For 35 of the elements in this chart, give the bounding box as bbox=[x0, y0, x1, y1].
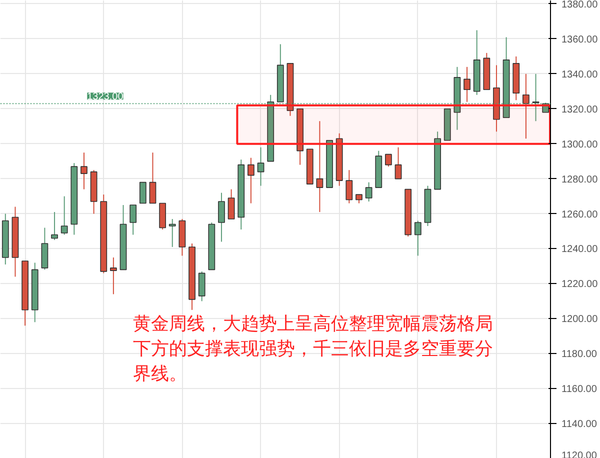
candlestick bbox=[110, 256, 117, 295]
candlestick bbox=[139, 182, 146, 204]
candlestick bbox=[130, 204, 137, 236]
y-tick-label: 1160.00 bbox=[562, 384, 598, 396]
candlestick bbox=[365, 182, 372, 202]
candlestick bbox=[149, 152, 156, 204]
y-tick-label: 1360.00 bbox=[562, 34, 598, 46]
y-tick-label: 1380.00 bbox=[562, 0, 598, 10]
candlestick bbox=[228, 188, 235, 220]
candlestick bbox=[257, 146, 264, 186]
candlestick bbox=[80, 152, 88, 190]
candlestick bbox=[198, 270, 206, 302]
y-tick-label: 1300.00 bbox=[562, 139, 598, 150]
y-tick-label: 1320.00 bbox=[562, 104, 598, 116]
annotation: 黄金周线，大趋势上呈高位整理宽幅震荡格局下方的支撑表现强势，千三依旧是多空重要分界线。 bbox=[133, 313, 494, 384]
candlestick bbox=[218, 192, 225, 242]
candlestick bbox=[168, 218, 176, 248]
candlestick bbox=[414, 220, 422, 256]
y-tick-label: 1340.00 bbox=[562, 69, 598, 80]
y-tick-label: 1180.00 bbox=[562, 349, 598, 360]
y-tick-label: 1260.00 bbox=[562, 209, 598, 220]
candlestick bbox=[346, 170, 353, 204]
candlestick bbox=[60, 196, 68, 236]
candlestick bbox=[464, 66, 470, 102]
candlestick bbox=[248, 157, 254, 204]
candlestick bbox=[316, 120, 324, 213]
candlestick bbox=[385, 154, 392, 168]
candlestick bbox=[394, 146, 402, 180]
candlestick bbox=[522, 73, 530, 140]
y-tick-label: 1140.00 bbox=[562, 419, 598, 430]
y-tick-label: 1200.00 bbox=[562, 314, 598, 326]
y-tick-label: 1240.00 bbox=[562, 244, 598, 256]
candlestick bbox=[51, 212, 58, 240]
y-tick-label: 1220.00 bbox=[562, 279, 598, 290]
y-tick-label: 1280.00 bbox=[562, 174, 598, 186]
